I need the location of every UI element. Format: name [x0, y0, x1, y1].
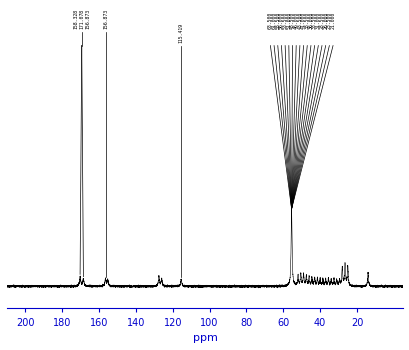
Text: 33.500: 33.500: [311, 12, 316, 29]
Text: 56.000: 56.000: [278, 12, 283, 29]
Text: 41.000: 41.000: [300, 12, 306, 29]
Text: 23.500: 23.500: [326, 12, 331, 29]
Text: 21.000: 21.000: [330, 12, 335, 29]
Text: 53.500: 53.500: [282, 12, 287, 29]
Text: 63.500: 63.500: [267, 12, 272, 29]
Text: 36.000: 36.000: [308, 12, 312, 29]
Text: 51.000: 51.000: [285, 12, 291, 29]
Text: 115.419: 115.419: [178, 23, 183, 43]
Text: 156.873: 156.873: [103, 9, 108, 29]
Text: 31.000: 31.000: [315, 12, 320, 29]
Text: 46.000: 46.000: [293, 12, 298, 29]
Text: 58.500: 58.500: [274, 12, 280, 29]
Text: 38.500: 38.500: [304, 12, 309, 29]
Text: 158.328
171.078
156.873: 158.328 171.078 156.873: [73, 9, 90, 29]
Text: 28.500: 28.500: [319, 12, 324, 29]
Text: 61.000: 61.000: [271, 12, 276, 29]
Text: 43.500: 43.500: [297, 12, 302, 29]
X-axis label: ppm: ppm: [192, 333, 217, 343]
Text: 48.500: 48.500: [289, 12, 294, 29]
Text: 26.000: 26.000: [322, 12, 327, 29]
